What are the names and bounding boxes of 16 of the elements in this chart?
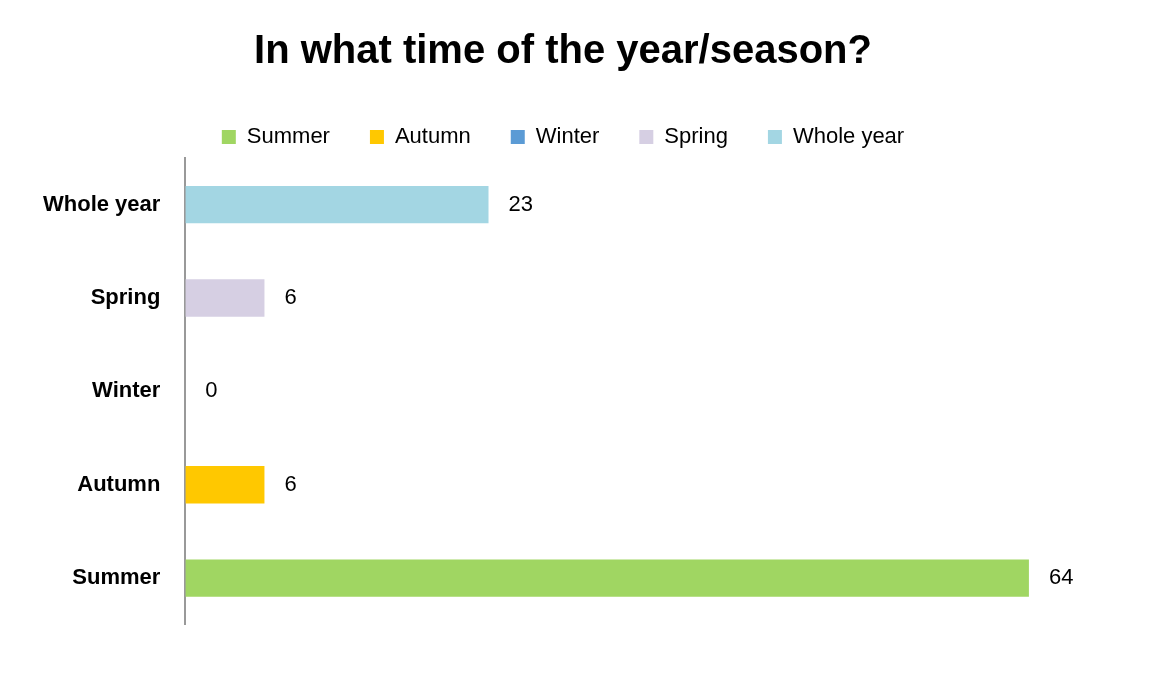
y-tick-label: Whole year (42, 190, 161, 216)
y-tick-label: Winter (92, 377, 161, 403)
y-tick-label: Summer (72, 564, 161, 590)
data-label: 6 (284, 470, 297, 496)
y-tick-label: Autumn (77, 470, 161, 496)
legend-label: Winter (535, 123, 600, 149)
y-tick-label: Spring (90, 284, 161, 310)
data-label: 0 (205, 377, 218, 403)
legend-label: Summer (246, 123, 330, 149)
chart-title: In what time of the year/season? (254, 27, 872, 72)
legend-label: Whole year (792, 123, 905, 149)
data-label: 23 (508, 190, 533, 216)
data-label: 6 (284, 284, 297, 310)
data-label: 64 (1048, 564, 1074, 590)
legend-label: Autumn (394, 123, 471, 149)
legend-label: Spring (664, 123, 728, 149)
